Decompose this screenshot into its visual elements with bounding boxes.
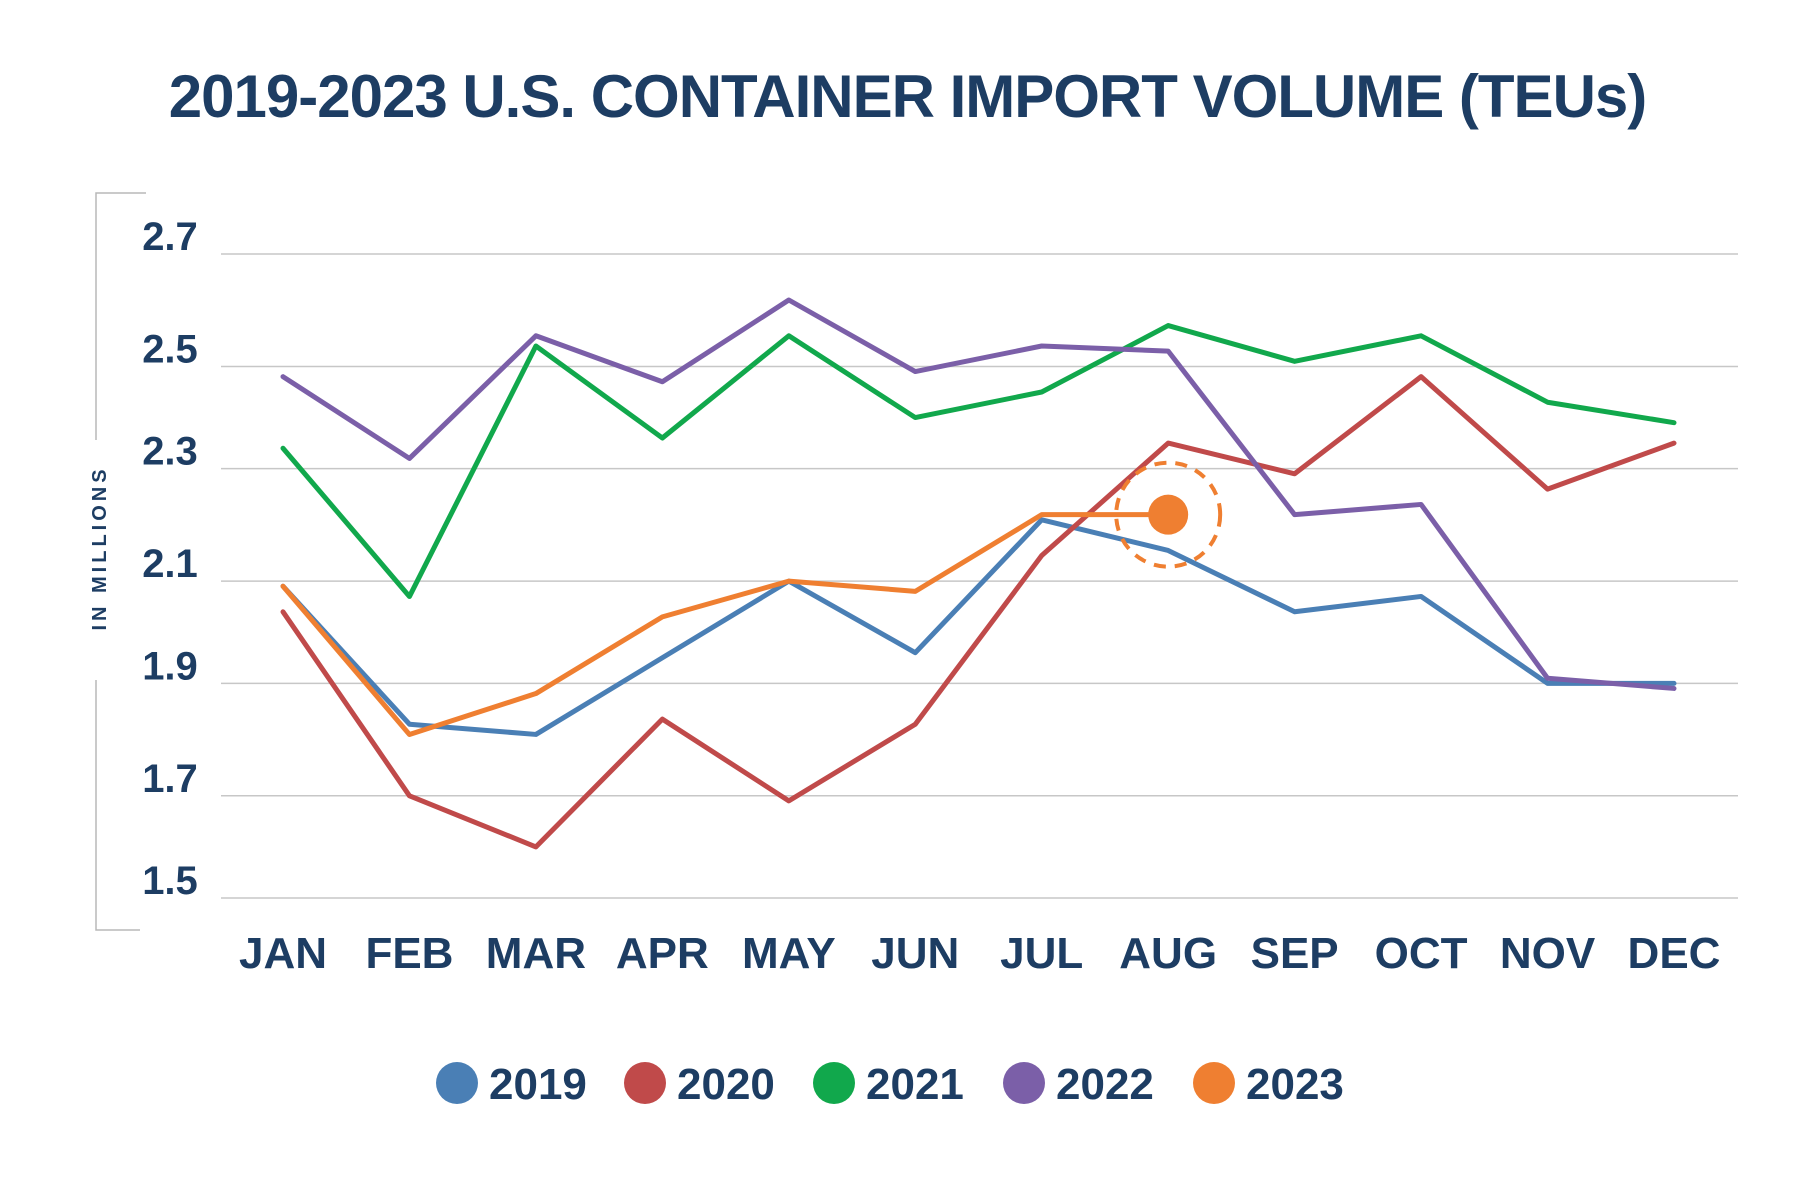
highlight-marker bbox=[1114, 460, 1223, 569]
highlight-point bbox=[1148, 494, 1189, 535]
legend: 2019 2020 2021 2022 2023 bbox=[436, 1060, 1344, 1109]
x-tick-label: AUG bbox=[1119, 929, 1217, 978]
x-tick-label: SEP bbox=[1251, 929, 1339, 978]
legend-swatch-2019 bbox=[436, 1062, 478, 1104]
x-tick-label: DEC bbox=[1628, 929, 1721, 978]
legend-swatch-2020 bbox=[624, 1062, 666, 1104]
x-tick-label: JUN bbox=[871, 929, 959, 978]
x-tick-labels: JAN FEB MAR APR MAY JUN JUL AUG SEP OCT NOV DEC bbox=[239, 929, 1720, 978]
series-lines bbox=[280, 297, 1677, 850]
series-line-2022 bbox=[280, 297, 1677, 691]
y-tick-label: 2.1 bbox=[142, 542, 198, 586]
y-axis-label-text: IN MILLIONS bbox=[89, 465, 111, 630]
y-tick-label: 2.7 bbox=[142, 215, 198, 259]
x-tick-label: MAY bbox=[742, 929, 836, 978]
legend-label-2021: 2021 bbox=[866, 1060, 964, 1109]
x-tick-label: OCT bbox=[1375, 929, 1468, 978]
legend-swatch-2022 bbox=[1003, 1062, 1045, 1104]
legend-label-2023: 2023 bbox=[1246, 1060, 1344, 1109]
series-line-2023 bbox=[280, 512, 1171, 737]
x-tick-label: NOV bbox=[1500, 929, 1596, 978]
series-line-2020 bbox=[280, 374, 1677, 850]
y-tick-label: 1.5 bbox=[142, 859, 198, 903]
y-axis-label: IN MILLIONS bbox=[82, 440, 112, 680]
legend-label-2020: 2020 bbox=[677, 1060, 775, 1109]
y-tick-labels: 2.7 2.5 2.3 2.1 1.9 1.7 1.5 bbox=[142, 215, 198, 903]
x-tick-label: APR bbox=[616, 929, 709, 978]
legend-swatch-2021 bbox=[813, 1062, 855, 1104]
x-tick-label: MAR bbox=[486, 929, 586, 978]
chart-title: 2019-2023 U.S. CONTAINER IMPORT VOLUME (… bbox=[168, 63, 1648, 130]
y-label-backing bbox=[82, 440, 112, 680]
gridlines bbox=[221, 253, 1738, 899]
y-tick-label: 1.9 bbox=[142, 644, 198, 688]
series-line-2019 bbox=[280, 517, 1677, 737]
y-tick-label: 1.7 bbox=[142, 757, 198, 801]
y-tick-label: 2.5 bbox=[142, 327, 198, 371]
x-tick-label: JUL bbox=[1000, 929, 1083, 978]
y-tick-label: 2.3 bbox=[142, 430, 198, 474]
x-tick-label: JAN bbox=[239, 929, 327, 978]
x-tick-label: FEB bbox=[365, 929, 453, 978]
legend-label-2019: 2019 bbox=[489, 1060, 587, 1109]
legend-swatch-2023 bbox=[1193, 1062, 1235, 1104]
highlight-ring bbox=[1114, 460, 1223, 569]
series-line-2021 bbox=[280, 323, 1677, 599]
legend-label-2022: 2022 bbox=[1056, 1060, 1154, 1109]
